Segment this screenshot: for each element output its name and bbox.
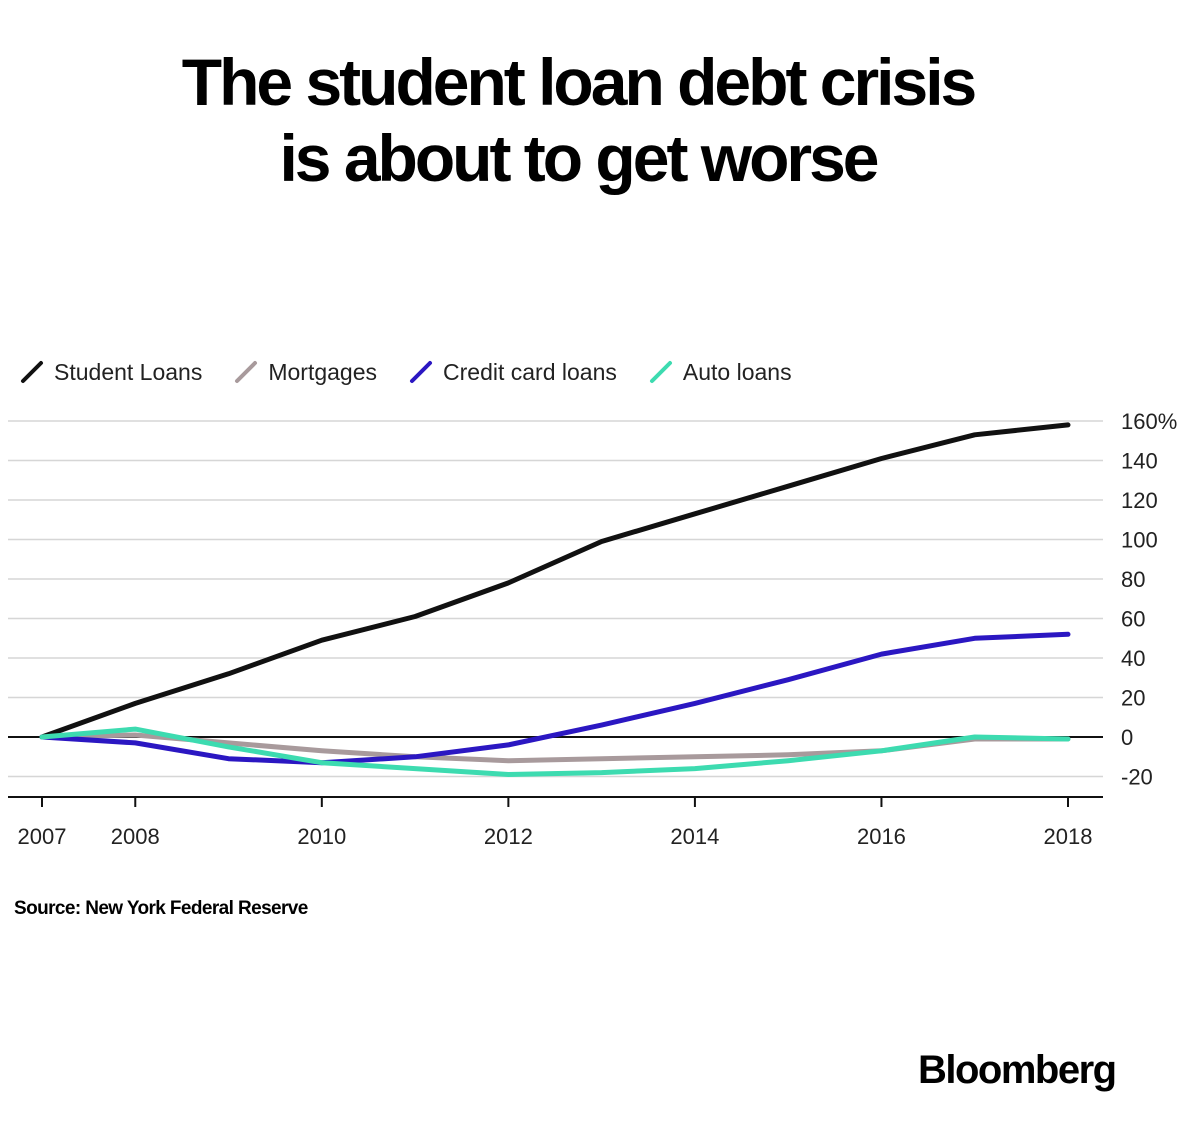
legend-swatch-icon bbox=[235, 361, 258, 383]
legend-label: Mortgages bbox=[268, 358, 378, 385]
line-chart: -20 0 20 40 60 80 100 120 140 160% 2007 2008 2010 201… bbox=[8, 409, 1177, 849]
bloomberg-logo: Bloomberg bbox=[918, 1048, 1117, 1092]
chart-title: The student loan debt crisis is about to… bbox=[0, 44, 1156, 196]
x-tick-label: 2008 bbox=[111, 824, 160, 849]
legend-swatch-line bbox=[410, 361, 433, 383]
y-tick-label: 140 bbox=[1121, 449, 1158, 474]
y-tick-label: 100 bbox=[1121, 528, 1158, 553]
legend-swatch-icon bbox=[649, 361, 672, 383]
y-tick-label: 60 bbox=[1121, 607, 1145, 632]
y-tick-label: -20 bbox=[1121, 765, 1153, 790]
y-tick-label: 40 bbox=[1121, 646, 1145, 671]
chart-title-line-1: The student loan debt crisis bbox=[181, 45, 977, 119]
legend-item-student-loans: Student Loans bbox=[20, 359, 202, 386]
x-tick-label: 2014 bbox=[670, 824, 719, 849]
chart-title-line-2: is about to get worse bbox=[279, 121, 879, 195]
series-line-student-loans bbox=[39, 422, 1071, 740]
legend-swatch-icon bbox=[21, 361, 43, 383]
legend-label: Auto loans bbox=[682, 358, 792, 385]
series-line-credit-card-loans bbox=[39, 631, 1071, 766]
y-tick-label: 80 bbox=[1121, 567, 1145, 592]
legend-label: Student Loans bbox=[54, 358, 203, 385]
series-line-auto-loans bbox=[39, 726, 1071, 777]
legend-item-credit-card-loans: Credit card loans bbox=[409, 359, 617, 386]
legend-swatch-icon bbox=[410, 361, 433, 383]
x-tick-label: 2010 bbox=[297, 824, 346, 849]
legend-swatch-line bbox=[21, 361, 43, 383]
chart-legend: Student Loans Mortgages Credit card loans A… bbox=[20, 356, 824, 388]
y-tick-label: 160% bbox=[1121, 409, 1177, 434]
legend-item-auto-loans: Auto loans bbox=[649, 359, 792, 386]
legend-item-mortgages: Mortgages bbox=[234, 359, 377, 386]
x-tick-label: 2016 bbox=[857, 824, 906, 849]
legend-swatch-line bbox=[649, 361, 672, 383]
source-note: Source: New York Federal Reserve bbox=[14, 898, 308, 919]
y-tick-label: 20 bbox=[1121, 686, 1145, 711]
y-tick-label: 120 bbox=[1121, 488, 1158, 513]
legend-swatch-line bbox=[235, 361, 258, 383]
legend-label: Credit card loans bbox=[443, 358, 617, 385]
x-tick-label: 2012 bbox=[484, 824, 533, 849]
x-tick-label: 2018 bbox=[1044, 824, 1093, 849]
x-tick-label: 2007 bbox=[18, 824, 67, 849]
y-tick-label: 0 bbox=[1121, 725, 1133, 750]
